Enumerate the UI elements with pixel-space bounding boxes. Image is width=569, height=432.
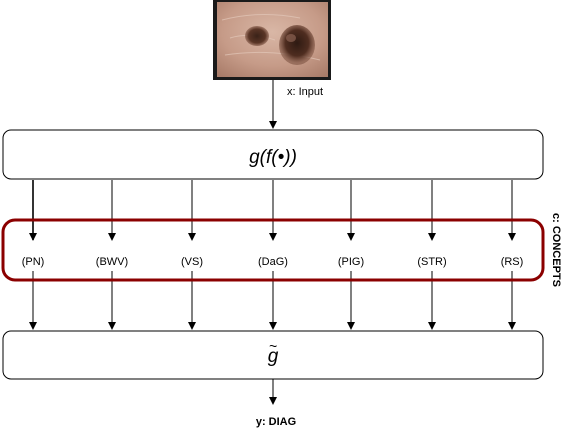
concept-label: (PIG) bbox=[338, 256, 364, 268]
concepts-label: c: CONCEPTS bbox=[550, 213, 562, 287]
output-label: y: DIAG bbox=[256, 416, 296, 428]
input-image bbox=[213, 0, 331, 80]
concept-label: (BWV) bbox=[96, 256, 128, 268]
decoder-tilde: ~ bbox=[269, 338, 277, 354]
input-label: x: Input bbox=[287, 86, 323, 98]
encoder-box bbox=[2, 129, 544, 180]
concepts-box bbox=[1, 218, 545, 282]
concept-label: (VS) bbox=[181, 256, 203, 268]
concept-label: (STR) bbox=[417, 256, 446, 268]
concept-columns: (PN) (BWV) (VS) (DaG) (PIG) (STR) (RS) bbox=[22, 180, 524, 330]
decoder-label: g bbox=[268, 346, 279, 367]
concept-label: (DaG) bbox=[258, 256, 288, 268]
concept-label: (PN) bbox=[22, 256, 45, 268]
encoder-label: g(f(•)) bbox=[249, 147, 297, 168]
concept-label: (RS) bbox=[501, 256, 524, 268]
